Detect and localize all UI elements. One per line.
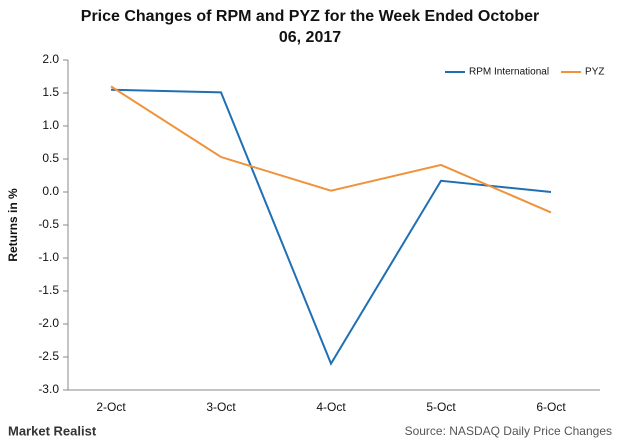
y-tick-label: -1.0 — [38, 250, 59, 264]
y-tick-label: 1.0 — [42, 118, 59, 132]
y-tick-label: -1.5 — [38, 283, 59, 297]
y-tick-label: -2.5 — [38, 349, 59, 363]
x-tick-label: 6-Oct — [536, 400, 566, 414]
y-tick-label: 0.0 — [42, 184, 59, 198]
x-tick-label: 5-Oct — [426, 400, 456, 414]
y-tick-label: -2.0 — [38, 316, 59, 330]
chart-title: Price Changes of RPM and PYZ for the Wee… — [80, 8, 540, 46]
source: Source: NASDAQ Daily Price Changes — [405, 424, 612, 438]
x-tick-label: 3-Oct — [206, 400, 236, 414]
y-tick-label: 2.0 — [42, 52, 59, 66]
y-tick-label: -0.5 — [38, 217, 59, 231]
line-series — [110, 88, 552, 366]
x-tick-label: 4-Oct — [316, 400, 346, 414]
brand: Market Realist — [8, 423, 97, 438]
y-tick-label: 1.5 — [42, 85, 59, 99]
legend-label: PYZ — [585, 67, 604, 78]
y-tick-label: -3.0 — [38, 382, 59, 396]
y-tick-label: 0.5 — [42, 151, 59, 165]
line-series — [110, 85, 552, 214]
y-axis-label: Returns in % — [6, 188, 20, 262]
x-tick-label: 2-Oct — [96, 400, 126, 414]
legend-label: RPM International — [469, 67, 549, 78]
